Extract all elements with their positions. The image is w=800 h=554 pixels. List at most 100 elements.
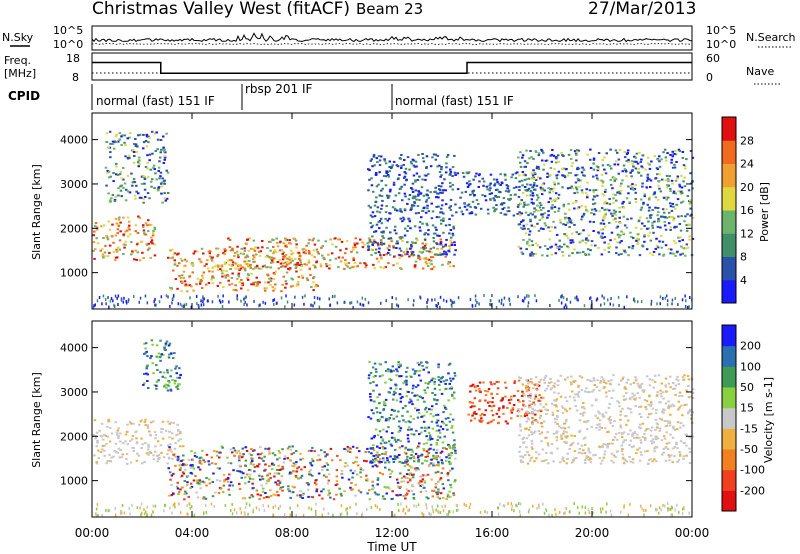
echo-cell (552, 154, 556, 157)
echo-cell (303, 263, 306, 266)
clutter-cell (122, 300, 124, 304)
echo-cell (685, 444, 688, 447)
echo-cell (626, 419, 630, 422)
echo-cell (641, 245, 645, 248)
echo-cell (444, 255, 447, 258)
echo-cell (374, 200, 378, 203)
noise-right-tick-bottom: 10^0 (706, 38, 736, 51)
echo-cell (520, 220, 523, 223)
echo-cell (160, 428, 163, 430)
echo-cell (691, 397, 695, 399)
echo-cell (278, 469, 281, 471)
echo-cell (442, 487, 446, 490)
clutter-cell (555, 512, 557, 516)
noise-panel-frame (91, 25, 693, 51)
echo-cell (585, 455, 589, 458)
echo-cell (350, 482, 353, 484)
echo-cell (620, 444, 623, 447)
echo-cell (238, 281, 241, 284)
echo-cell (156, 454, 159, 457)
echo-cell (236, 277, 239, 280)
echo-cell (673, 163, 676, 166)
echo-cell (442, 231, 445, 234)
echo-cell (374, 428, 378, 431)
clutter-cell (513, 509, 515, 513)
echo-cell (423, 408, 427, 411)
clutter-cell (659, 302, 661, 306)
echo-cell (112, 180, 115, 183)
echo-cell (265, 482, 268, 485)
echo-cell (604, 427, 607, 430)
echo-cell (454, 479, 457, 482)
clutter-cell (253, 299, 255, 303)
echo-cell (535, 198, 539, 201)
echo-cell (445, 448, 448, 450)
echo-cell (448, 232, 451, 235)
echo-cell (474, 385, 478, 388)
echo-cell (573, 192, 576, 195)
echo-cell (533, 172, 537, 174)
echo-cell (420, 216, 423, 219)
echo-cell (134, 249, 137, 252)
echo-cell (432, 415, 435, 418)
echo-cell (425, 427, 428, 430)
echo-cell (554, 421, 557, 424)
echo-cell (279, 240, 282, 243)
echo-cell (143, 188, 147, 191)
echo-cell (427, 258, 431, 261)
echo-cell (243, 247, 246, 250)
echo-cell (583, 390, 587, 393)
echo-cell (427, 210, 431, 213)
echo-cell (645, 179, 649, 182)
echo-cell (428, 262, 431, 265)
echo-cell (283, 455, 287, 458)
echo-cell (221, 490, 225, 493)
echo-cell (679, 193, 683, 195)
echo-cell (477, 186, 480, 188)
echo-cell (377, 251, 381, 253)
echo-cell (620, 379, 623, 382)
echo-cell (539, 409, 542, 412)
echo-cell (282, 275, 285, 278)
echo-cell (394, 392, 397, 394)
echo-cell (388, 160, 391, 163)
echo-cell (408, 401, 411, 404)
echo-cell (150, 185, 153, 188)
echo-cell (157, 170, 160, 172)
echo-cell (372, 239, 376, 242)
echo-cell (533, 383, 536, 386)
echo-cell (478, 381, 482, 384)
echo-cell (521, 156, 524, 159)
echo-cell (170, 257, 173, 260)
echo-cell (672, 217, 676, 220)
echo-cell (675, 428, 679, 430)
echo-cell (405, 178, 408, 181)
echo-cell (250, 283, 253, 286)
clutter-cell (202, 300, 204, 304)
echo-cell (412, 493, 415, 496)
echo-cell (560, 151, 563, 154)
echo-cell (469, 419, 473, 422)
echo-cell (618, 431, 621, 434)
echo-cell (520, 251, 523, 254)
echo-cell (225, 478, 228, 481)
echo-cell (448, 382, 451, 385)
clutter-cell (445, 299, 448, 303)
echo-cell (646, 416, 650, 419)
echo-cell (392, 390, 396, 393)
echo-cell (145, 350, 148, 353)
echo-cell (570, 443, 573, 446)
echo-cell (509, 197, 512, 200)
echo-cell (413, 265, 417, 268)
echo-cell (396, 209, 399, 212)
echo-cell (355, 251, 359, 254)
echo-cell (649, 405, 653, 407)
echo-cell (667, 211, 671, 214)
echo-cell (292, 451, 296, 454)
echo-cell (307, 449, 311, 452)
echo-cell (152, 420, 155, 423)
echo-cell (565, 418, 568, 421)
echo-cell (327, 489, 331, 492)
clutter-cell (527, 301, 530, 305)
echo-cell (429, 462, 433, 465)
